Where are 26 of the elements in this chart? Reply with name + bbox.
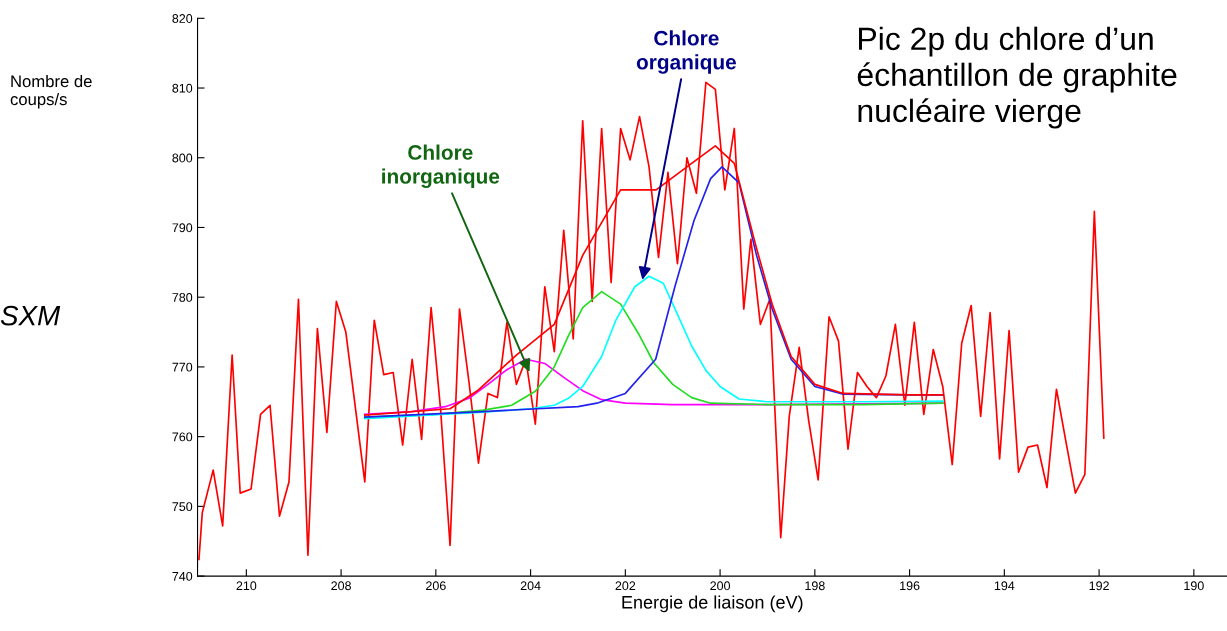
x-tick-label: 210 [236,581,257,591]
y-tick-label: 750 [172,502,193,512]
x-tick-label: 202 [615,581,636,591]
x-tick-label: 198 [805,581,825,591]
x-tick-label: 200 [710,581,731,591]
y-tick-label: 740 [172,571,193,581]
x-tick-label: 206 [426,581,446,591]
x-tick-label: 196 [900,581,920,591]
x-tick-label: 192 [1089,581,1109,591]
y-axis-title: Nombre de coups/s [10,75,92,109]
text: SXM [0,305,61,326]
annotation: Chlore inorganique [382,144,500,188]
x-axis-title: Energie de liaison (eV) [622,595,803,613]
y-tick-label: 760 [172,432,193,442]
annotation: Chlore organique [636,30,737,74]
x-tick-label: 194 [994,581,1015,591]
x-tick-label: 208 [331,581,351,591]
x-tick-label: 190 [1184,581,1204,591]
y-tick-label: 770 [172,362,193,372]
y-tick-label: 800 [172,153,193,163]
y-tick-label: 780 [172,293,193,302]
y-tick-label: 790 [172,223,193,233]
y-tick-label: 810 [172,83,193,93]
text: Pic 2p du chlore d’un échantillon de graphite nucléaire vierge [857,26,1177,129]
x-tick-label: 204 [520,581,541,591]
y-tick-label: 820 [172,14,193,23]
